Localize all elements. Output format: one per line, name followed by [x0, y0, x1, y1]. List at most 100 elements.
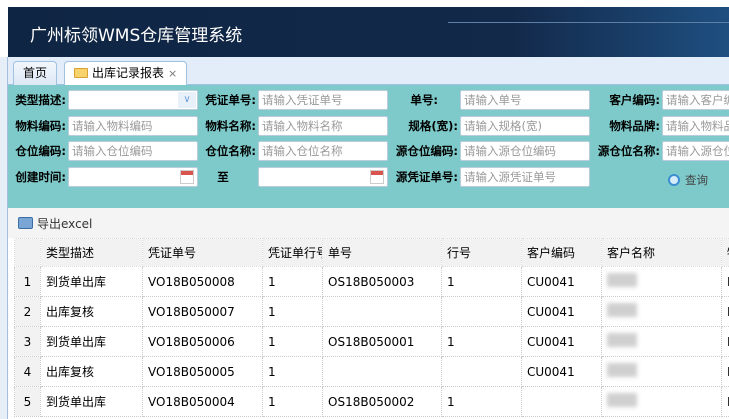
column-header[interactable]: 客户名称	[601, 238, 722, 267]
chevron-down-icon[interactable]: ∨	[178, 92, 196, 108]
loc-name-input[interactable]: 请输入仓位名称	[258, 141, 388, 161]
redacted-customer-name	[607, 393, 637, 407]
table-cell: VO18B050004	[142, 386, 263, 417]
to-label: 至	[217, 170, 229, 184]
table-cell	[601, 356, 722, 387]
spec-input[interactable]: 请输入规格(宽)	[460, 116, 590, 136]
row-number: 2	[14, 296, 41, 327]
app-title: 广州标领WMS仓库管理系统	[30, 26, 243, 46]
spec-label: 规格(宽):	[408, 119, 458, 133]
order-no-label: 单号:	[410, 93, 438, 107]
table-row[interactable]: 5到货单出库VO18B0500041OS18B0500021E	[14, 386, 729, 417]
src-loc-name-label: 源仓位名称:	[597, 144, 660, 158]
src-voucher-label: 源凭证单号:	[395, 170, 458, 184]
app-header: 广州标领WMS仓库管理系统	[8, 7, 729, 57]
created-to-input[interactable]	[258, 167, 388, 187]
printer-icon	[18, 217, 33, 229]
filter-form: 类型描述: ∨ 凭证单号: 请输入凭证单号 单号: 请输入单号 客户编码: 请输…	[8, 85, 729, 208]
row-number: 1	[14, 266, 41, 297]
created-from-input[interactable]	[68, 167, 198, 187]
loc-code-input[interactable]: 请输入仓位编码	[68, 141, 198, 161]
table-cell: 1	[262, 386, 323, 417]
tab-outbound-report[interactable]: 出库记录报表 ×	[64, 61, 188, 86]
table-cell: 1	[262, 296, 323, 327]
customer-code-input[interactable]: 请输入客户编	[662, 90, 729, 110]
table-cell: CU0041	[521, 326, 602, 357]
column-header[interactable]: 凭证单号	[142, 238, 263, 267]
table-row[interactable]: 1到货单出库VO18B0500081OS18B0500031CU0041E	[14, 266, 729, 297]
table-cell: E	[721, 296, 729, 327]
brand-label: 物料品牌:	[609, 119, 660, 133]
table-cell: 出库复核	[40, 296, 143, 327]
material-code-input[interactable]: 请输入物料编码	[68, 116, 198, 136]
table-cell: OS18B050003	[322, 266, 442, 297]
tab-bar: 首页 出库记录报表 ×	[8, 57, 729, 86]
calendar-icon[interactable]	[370, 170, 384, 184]
src-loc-code-input[interactable]: 请输入源仓位编码	[460, 141, 590, 161]
created-label: 创建时间:	[15, 170, 66, 184]
left-panel	[0, 57, 8, 419]
table-cell: E	[721, 266, 729, 297]
row-number: 3	[14, 326, 41, 357]
table-cell: 1	[441, 266, 522, 297]
type-desc-select[interactable]: ∨	[68, 90, 198, 110]
table-cell	[521, 386, 602, 417]
customer-code-label: 客户编码:	[609, 93, 660, 107]
search-button[interactable]: 查询	[668, 172, 708, 188]
tab-home[interactable]: 首页	[13, 61, 58, 85]
table-cell: 1	[262, 356, 323, 387]
calendar-icon[interactable]	[180, 170, 194, 184]
table-cell: VO18B050008	[142, 266, 263, 297]
column-header[interactable]: 行号	[441, 238, 522, 267]
table-cell: E	[721, 386, 729, 417]
column-header[interactable]	[14, 238, 41, 267]
table-cell	[601, 326, 722, 357]
table-cell	[322, 296, 442, 327]
redacted-customer-name	[607, 303, 637, 317]
voucher-no-label: 凭证单号:	[205, 93, 256, 107]
src-loc-code-label: 源仓位编码:	[395, 144, 458, 158]
tab-label: 首页	[23, 66, 48, 80]
column-header[interactable]: 物	[721, 238, 729, 267]
table-cell: 到货单出库	[40, 266, 143, 297]
search-label: 查询	[685, 173, 708, 187]
table-cell: VO18B050005	[142, 356, 263, 387]
table-cell	[441, 356, 522, 387]
loc-name-label: 仓位名称:	[205, 144, 256, 158]
export-label: 导出excel	[37, 217, 93, 231]
src-voucher-input[interactable]: 请输入源凭证单号	[460, 167, 590, 187]
table-cell: 1	[262, 326, 323, 357]
column-header[interactable]: 类型描述	[40, 238, 143, 267]
table-cell	[601, 266, 722, 297]
table-cell: OS18B050001	[322, 326, 442, 357]
brand-input[interactable]: 请输入物料品	[662, 116, 729, 136]
order-no-input[interactable]: 请输入单号	[460, 90, 590, 110]
table-cell: 1	[441, 386, 522, 417]
column-header[interactable]: 单号	[322, 238, 442, 267]
voucher-no-input[interactable]: 请输入凭证单号	[258, 90, 388, 110]
material-name-label: 物料名称:	[205, 119, 256, 133]
table-cell: VO18B050007	[142, 296, 263, 327]
type-desc-label: 类型描述:	[15, 93, 66, 107]
src-loc-name-input[interactable]: 请输入源仓位	[662, 141, 729, 161]
toolbar: 导出excel	[8, 208, 729, 238]
table-cell: VO18B050006	[142, 326, 263, 357]
search-icon	[668, 174, 680, 186]
row-number: 4	[14, 356, 41, 387]
outbound-table: 类型描述凭证单号凭证单行号单号行号客户编码客户名称物 1到货单出库VO18B05…	[14, 238, 729, 417]
loc-code-label: 仓位编码:	[15, 144, 66, 158]
material-name-input[interactable]: 请输入物料名称	[258, 116, 388, 136]
table-cell: OS18B050002	[322, 386, 442, 417]
table-cell: 1	[262, 266, 323, 297]
table-header: 类型描述凭证单号凭证单行号单号行号客户编码客户名称物	[14, 238, 729, 267]
tab-label: 出库记录报表	[92, 66, 165, 80]
table-cell	[601, 386, 722, 417]
redacted-customer-name	[607, 273, 637, 287]
table-cell	[322, 356, 442, 387]
table-row[interactable]: 3到货单出库VO18B0500061OS18B0500011CU0041E	[14, 326, 729, 357]
close-icon[interactable]: ×	[168, 67, 178, 80]
column-header[interactable]: 客户编码	[521, 238, 602, 267]
column-header[interactable]: 凭证单行号	[262, 238, 323, 267]
